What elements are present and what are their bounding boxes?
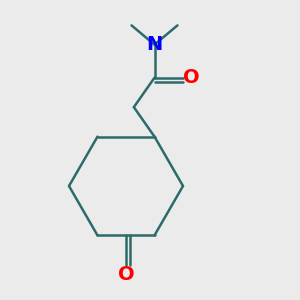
- Text: O: O: [118, 266, 134, 284]
- Text: O: O: [183, 68, 200, 87]
- Text: N: N: [146, 35, 163, 54]
